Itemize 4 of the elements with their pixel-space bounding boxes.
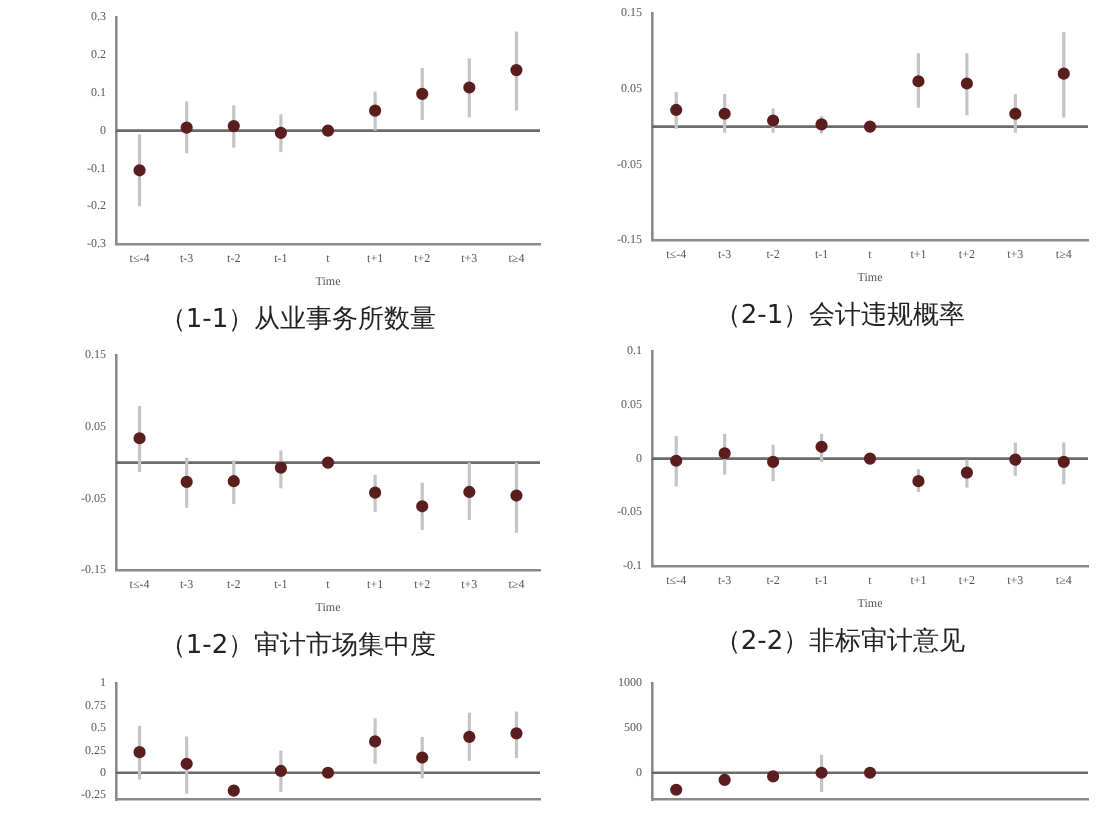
text: （1-2）审计市场集中度	[159, 629, 437, 662]
text: （2-1）会计违规概率	[714, 299, 966, 332]
text: （2-2）非标审计意见	[714, 625, 966, 658]
text: （1-1）从业事务所数量	[159, 305, 437, 336]
